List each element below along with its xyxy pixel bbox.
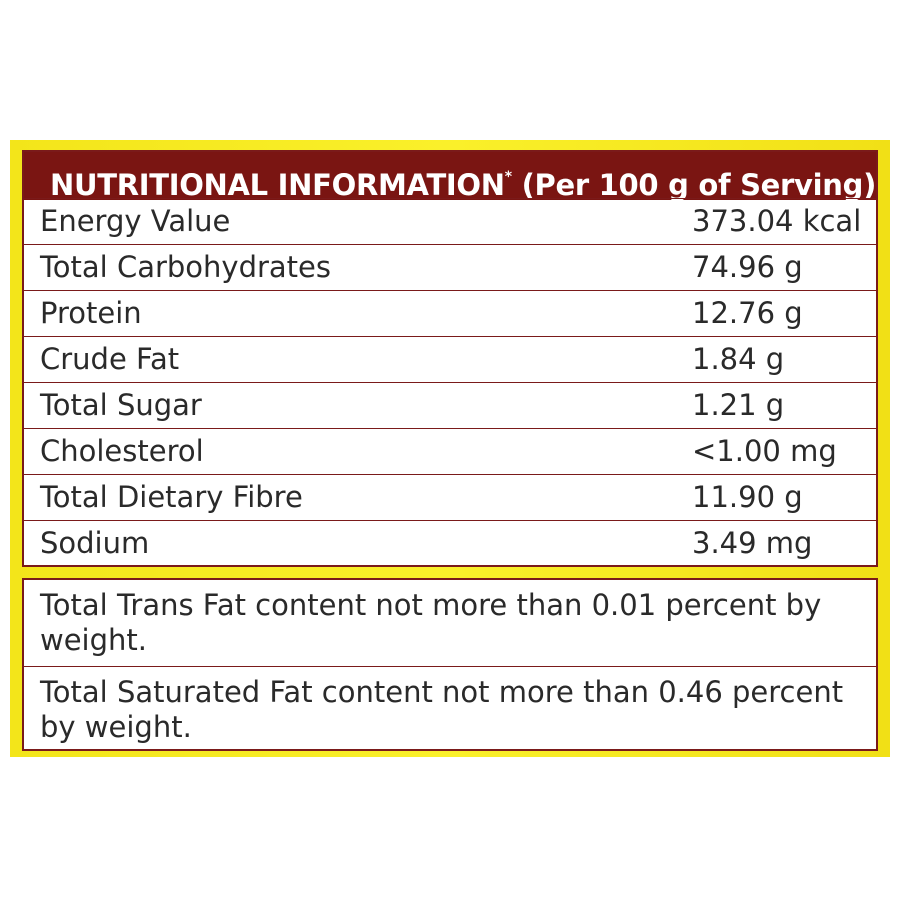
table-row: Energy Value 373.04 kcal: [24, 198, 876, 244]
note: Total Trans Fat content not more than 0.…: [40, 588, 822, 657]
notes-box: Total Trans Fat content not more than 0.…: [22, 578, 878, 751]
nutrient-name: Energy Value: [40, 204, 231, 238]
nutrient-amount: 11.90 g: [692, 480, 803, 514]
table-row: Total Carbohydrates 74.96 g: [24, 244, 876, 290]
subtitle: (Per 100 g of Serving): [521, 168, 877, 202]
nutrition-table: NUTRITIONAL INFORMATION* (Per 100 g of S…: [22, 150, 878, 567]
nutrient-amount: 3.49 mg: [692, 526, 813, 560]
nutrient-name: Protein: [40, 296, 142, 330]
nutrient-name: Total Dietary Fibre: [40, 480, 303, 514]
table-row: Total Sugar 1.21 g: [24, 382, 876, 428]
table-row: Cholesterol <1.00 mg: [24, 428, 876, 474]
table-row: Total Dietary Fibre 11.90 g: [24, 474, 876, 520]
nutrient-name: Crude Fat: [40, 342, 180, 376]
asterisk: *: [504, 169, 512, 185]
nutrient-name: Total Sugar: [40, 388, 202, 422]
nutrient-amount: <1.00 mg: [692, 434, 837, 468]
table-header: NUTRITIONAL INFORMATION* (Per 100 g of S…: [24, 152, 877, 202]
note: Total Saturated Fat content not more tha…: [24, 666, 876, 753]
table-row: Sodium 3.49 mg: [24, 520, 876, 566]
table-row: Crude Fat 1.84 g: [24, 336, 876, 382]
nutrient-name: Sodium: [40, 526, 150, 560]
nutrient-name: Total Carbohydrates: [40, 250, 332, 284]
nutrient-amount: 1.21 g: [692, 388, 785, 422]
nutrient-name: Cholesterol: [40, 434, 204, 468]
nutrient-amount: 12.76 g: [692, 296, 803, 330]
nutrient-amount: 74.96 g: [692, 250, 803, 284]
nutrient-amount: 1.84 g: [692, 342, 785, 376]
nutrient-amount: 373.04 kcal: [692, 204, 862, 238]
title: NUTRITIONAL INFORMATION: [50, 168, 505, 202]
table-row: Protein 12.76 g: [24, 290, 876, 336]
